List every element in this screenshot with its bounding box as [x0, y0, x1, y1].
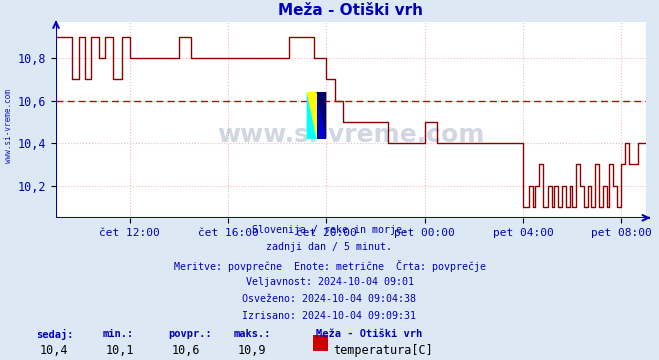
Text: www.si-vreme.com: www.si-vreme.com — [217, 123, 484, 147]
Text: zadnji dan / 5 minut.: zadnji dan / 5 minut. — [266, 242, 393, 252]
Text: www.si-vreme.com: www.si-vreme.com — [4, 89, 13, 163]
Text: 10,6: 10,6 — [171, 344, 200, 357]
Text: 10,4: 10,4 — [40, 344, 68, 357]
Text: Meža - Otiški vrh: Meža - Otiški vrh — [316, 329, 422, 339]
Polygon shape — [316, 92, 326, 139]
Text: sedaj:: sedaj: — [36, 329, 74, 341]
Bar — [316, 92, 326, 139]
Text: povpr.:: povpr.: — [168, 329, 212, 339]
Text: Izrisano: 2024-10-04 09:09:31: Izrisano: 2024-10-04 09:09:31 — [243, 311, 416, 321]
Text: Meritve: povprečne  Enote: metrične  Črta: povprečje: Meritve: povprečne Enote: metrične Črta:… — [173, 260, 486, 271]
Text: Slovenija / reke in morje.: Slovenija / reke in morje. — [252, 225, 407, 235]
Text: min.:: min.: — [102, 329, 133, 339]
Text: 10,1: 10,1 — [105, 344, 134, 357]
Text: Veljavnost: 2024-10-04 09:01: Veljavnost: 2024-10-04 09:01 — [246, 277, 413, 287]
Text: 10,9: 10,9 — [237, 344, 266, 357]
Text: maks.:: maks.: — [234, 329, 272, 339]
Title: Meža - Otiški vrh: Meža - Otiški vrh — [278, 3, 424, 18]
Polygon shape — [306, 92, 316, 139]
Text: temperatura[C]: temperatura[C] — [333, 344, 432, 357]
Bar — [306, 92, 326, 139]
Text: Osveženo: 2024-10-04 09:04:38: Osveženo: 2024-10-04 09:04:38 — [243, 294, 416, 304]
